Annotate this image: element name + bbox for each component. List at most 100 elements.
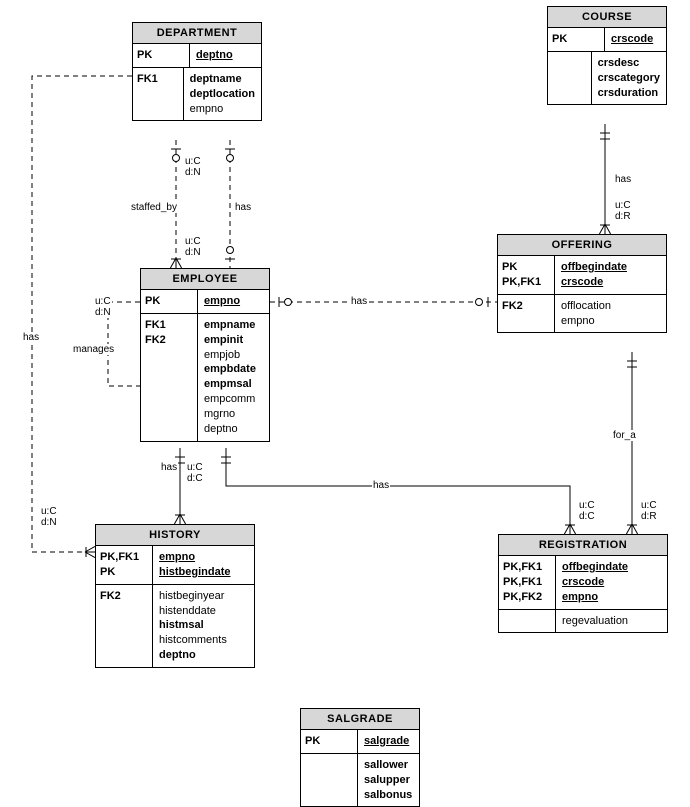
key-column: PK [133,44,190,67]
attribute: empinit [204,333,263,348]
edge-label: u:C d:N [184,236,202,258]
entity-title: OFFERING [498,235,666,256]
edge-label: has [350,296,368,307]
attribute: crscode [611,32,660,47]
attr-column: empnohistbegindate [153,546,254,584]
entity-row: PK,FK1PKempnohistbegindate [96,546,254,585]
attr-column: empnameempinitempjobempbdateempmsalempco… [198,314,269,441]
attribute: crsdesc [598,56,660,71]
attribute: histmsal [159,618,248,633]
attr-column: regevaluation [556,610,667,633]
entity-row: PK crscode [548,28,666,52]
key-column: PK [548,28,605,51]
edge-label: u:C d:R [614,200,632,222]
entity-row: FK1FK2empnameempinitempjobempbdateempmsa… [141,314,269,441]
entity-row: sallowersaluppersalbonus [301,754,419,807]
attr-column: crsdesccrscategorycrsduration [592,52,666,105]
key-column: FK2 [498,295,555,333]
entity-offering: OFFERINGPKPK,FK1offbegindatecrscodeFK2of… [497,234,667,333]
attribute: mgrno [204,407,263,422]
attr-column: histbeginyearhistenddatehistmsalhistcomm… [153,585,254,667]
entity-row: PK salgrade [301,730,419,754]
key-column: FK1 [133,68,184,121]
attr-column: offbegindatecrscodeempno [556,556,667,609]
entity-title: REGISTRATION [499,535,667,556]
key-column: PK,FK1PK,FK1PK,FK2 [499,556,556,609]
key-column: PK [141,290,198,313]
edge-label: u:C d:N [94,296,112,318]
entity-title: COURSE [548,7,666,28]
entity-row: crsdesccrscategorycrsduration [548,52,666,105]
entity-row: FK2offlocationempno [498,295,666,333]
entity-title: EMPLOYEE [141,269,269,290]
entity-row: FK2histbeginyearhistenddatehistmsalhistc… [96,585,254,667]
key-column [548,52,592,105]
attr-column: salgrade [358,730,419,753]
attribute: deptno [204,422,263,437]
attribute: empbdate [204,362,263,377]
attribute: offbegindate [562,560,661,575]
entity-row: PK empno [141,290,269,314]
edge-label: for_a [612,430,637,441]
edge-label: has [234,202,252,213]
entity-title: SALGRADE [301,709,419,730]
attribute: regevaluation [562,614,661,629]
key-column: PK [301,730,358,753]
entity-history: HISTORYPK,FK1PKempnohistbegindateFK2hist… [95,524,255,668]
attribute: empno [204,294,263,309]
attribute: deptlocation [190,87,255,102]
edge-layer [0,0,690,803]
edge-label: u:C d:N [40,506,58,528]
edge-label: has [614,174,632,185]
key-column: FK2 [96,585,153,667]
attr-column: offlocationempno [555,295,666,333]
entity-row: PKPK,FK1offbegindatecrscode [498,256,666,295]
key-column: FK1FK2 [141,314,198,441]
attribute: empno [561,314,660,329]
attr-column: crscode [605,28,666,51]
entity-department: DEPARTMENTPK deptno FK1 deptnamedeptlocatio… [132,22,262,121]
attribute: offlocation [561,299,660,314]
key-column [301,754,358,807]
attribute: empno [562,590,661,605]
attribute: histcomments [159,633,248,648]
attribute: empname [204,318,263,333]
attribute: salgrade [364,734,413,749]
attribute: crscode [562,575,661,590]
entity-salgrade: SALGRADEPK salgrade sallowersaluppersalbon… [300,708,420,807]
attribute: empjob [204,348,263,363]
attribute: crsduration [598,86,660,101]
edge-label: u:C d:C [578,500,596,522]
edge-label: has [22,332,40,343]
edge-label: manages [72,344,115,355]
entity-row: PK,FK1PK,FK1PK,FK2offbegindatecrscodeemp… [499,556,667,610]
edge-label: has [160,462,178,473]
attribute: empno [159,550,248,565]
entity-title: DEPARTMENT [133,23,261,44]
attribute: empcomm [204,392,263,407]
entity-title: HISTORY [96,525,254,546]
er-canvas: DEPARTMENTPKdeptnoFK1deptnamedeptlocatio… [0,0,690,803]
attribute: empno [190,102,255,117]
attribute: histenddate [159,604,248,619]
entity-row: regevaluation [499,610,667,633]
edge-label: staffed_by [130,202,178,213]
edge-label: u:C d:R [640,500,658,522]
attribute: histbeginyear [159,589,248,604]
attribute: empmsal [204,377,263,392]
attribute: salbonus [364,788,413,803]
attribute: salupper [364,773,413,788]
entity-employee: EMPLOYEEPKempnoFK1FK2empnameempinitempjo… [140,268,270,442]
attribute: crscode [561,275,660,290]
attr-column: offbegindatecrscode [555,256,666,294]
key-column [499,610,556,633]
attr-column: empno [198,290,269,313]
attribute: crscategory [598,71,660,86]
entity-row: PK deptno [133,44,261,68]
attribute: deptno [196,48,255,63]
attribute: sallower [364,758,413,773]
attr-column: deptno [190,44,261,67]
attribute: deptname [190,72,255,87]
key-column: PK,FK1PK [96,546,153,584]
attr-column: sallowersaluppersalbonus [358,754,419,807]
